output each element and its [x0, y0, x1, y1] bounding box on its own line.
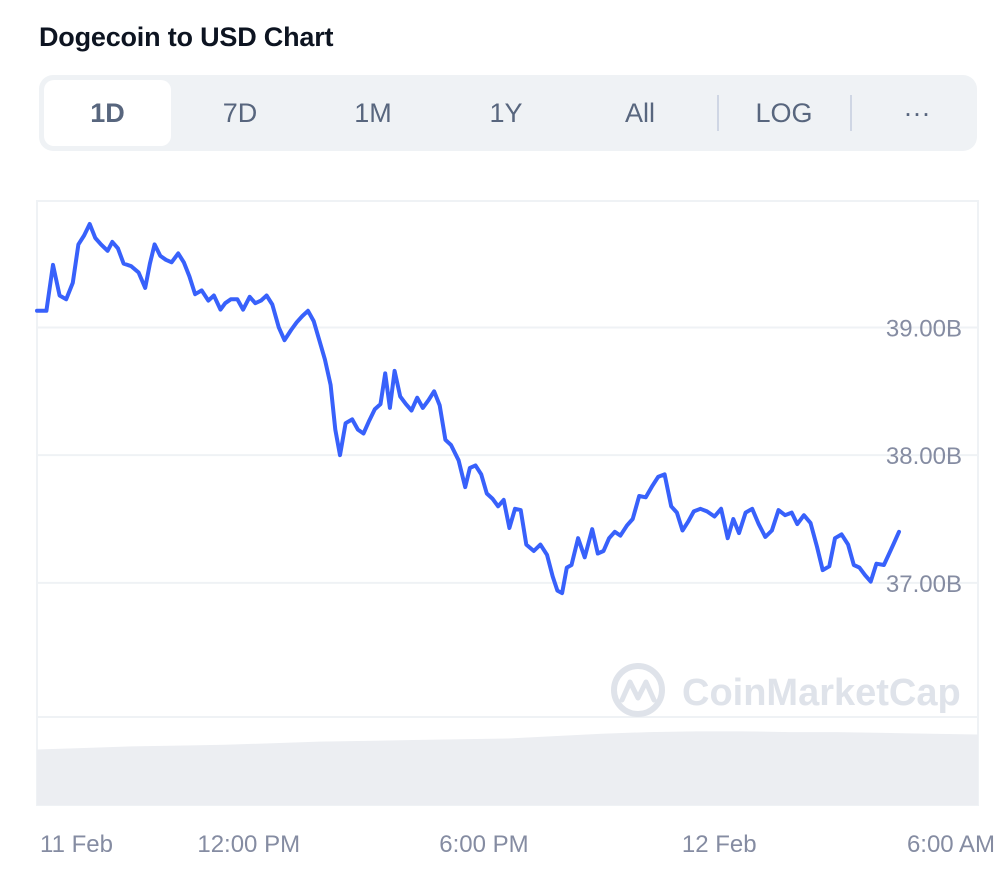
page-title: Dogecoin to USD Chart: [39, 22, 334, 52]
tab-7d[interactable]: 7D: [222, 98, 258, 128]
watermark-text: CoinMarketCap: [682, 672, 961, 714]
coinmarketcap-logo-icon: [611, 663, 665, 717]
plot-frame: [36, 200, 979, 806]
tab-1d[interactable]: 1D: [44, 80, 171, 146]
x-axis-labels: 11 Feb 12:00 PM 6:00 PM 12 Feb 6:00 AM: [40, 831, 995, 858]
x-tick-label: 11 Feb: [40, 831, 113, 858]
volume-area: [37, 731, 978, 805]
tab-all[interactable]: All: [624, 98, 655, 128]
y-tick-label: 38.00B: [886, 443, 962, 470]
x-tick-label: 12:00 PM: [197, 831, 300, 858]
y-tick-label: 37.00B: [886, 571, 962, 598]
tab-1m[interactable]: 1M: [354, 98, 392, 128]
x-tick-label: 12 Feb: [682, 831, 757, 858]
y-axis-labels: 39.00B 38.00B 37.00B: [886, 315, 962, 597]
tab-divider: [850, 95, 852, 131]
price-series-line: [35, 222, 901, 596]
price-chart[interactable]: CoinMarketCap 39.00B 38.00B 37.00B 11 Feb 1…: [0, 190, 998, 889]
tab-log[interactable]: LOG: [755, 98, 813, 128]
tab-divider: [717, 95, 719, 131]
grid-lines: [37, 326, 978, 718]
x-tick-label: 6:00 AM: [907, 831, 995, 858]
timeframe-tabbar: 1D 7D 1M 1Y All LOG ···: [39, 75, 977, 151]
more-options-button[interactable]: ···: [903, 98, 931, 128]
watermark: CoinMarketCap: [611, 663, 961, 717]
y-tick-label: 39.00B: [886, 315, 962, 342]
x-tick-label: 6:00 PM: [439, 831, 528, 858]
tab-1y[interactable]: 1Y: [489, 98, 523, 128]
